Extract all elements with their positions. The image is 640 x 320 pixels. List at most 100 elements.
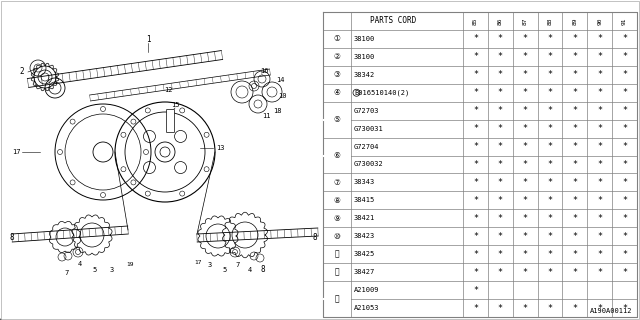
Text: *: * xyxy=(622,232,627,241)
Text: *: * xyxy=(572,88,577,97)
Text: *: * xyxy=(523,106,527,115)
Text: *: * xyxy=(473,178,478,187)
Text: 5: 5 xyxy=(223,267,227,273)
Text: *: * xyxy=(572,70,577,79)
Text: 89: 89 xyxy=(572,17,577,25)
Text: 38423: 38423 xyxy=(354,233,375,239)
Text: 11: 11 xyxy=(262,113,270,119)
Text: 13: 13 xyxy=(216,145,224,151)
Text: ⑦: ⑦ xyxy=(333,178,340,187)
Text: *: * xyxy=(498,214,503,223)
Text: 18: 18 xyxy=(273,108,281,114)
Text: 38100: 38100 xyxy=(354,54,375,60)
Text: *: * xyxy=(523,250,527,259)
Text: 38343: 38343 xyxy=(354,180,375,186)
Text: 38100: 38100 xyxy=(354,36,375,42)
Text: 88: 88 xyxy=(547,17,552,25)
Text: 7: 7 xyxy=(65,270,69,276)
Text: *: * xyxy=(473,52,478,61)
Text: G72703: G72703 xyxy=(354,108,380,114)
Text: *: * xyxy=(547,52,552,61)
Text: *: * xyxy=(473,268,478,277)
Text: *: * xyxy=(622,160,627,169)
Text: *: * xyxy=(597,232,602,241)
Text: *: * xyxy=(473,232,478,241)
Text: 16: 16 xyxy=(260,68,268,74)
Text: 17: 17 xyxy=(12,149,20,155)
Text: *: * xyxy=(622,214,627,223)
Text: B016510140(2): B016510140(2) xyxy=(354,90,409,96)
Text: 15: 15 xyxy=(171,102,179,108)
Text: *: * xyxy=(498,142,503,151)
Text: *: * xyxy=(498,304,503,313)
Text: *: * xyxy=(523,196,527,205)
Text: A21053: A21053 xyxy=(354,305,380,311)
Text: *: * xyxy=(473,214,478,223)
Text: *: * xyxy=(473,88,478,97)
Text: 38427: 38427 xyxy=(354,269,375,275)
Text: 7: 7 xyxy=(236,262,240,268)
Text: *: * xyxy=(473,160,478,169)
Text: *: * xyxy=(597,214,602,223)
Text: *: * xyxy=(597,178,602,187)
Text: *: * xyxy=(473,196,478,205)
Text: *: * xyxy=(572,142,577,151)
Text: *: * xyxy=(572,232,577,241)
Text: *: * xyxy=(523,88,527,97)
Text: 90: 90 xyxy=(597,17,602,25)
Text: *: * xyxy=(547,106,552,115)
Text: ⑤: ⑤ xyxy=(333,115,340,124)
Text: 2: 2 xyxy=(20,68,24,76)
Text: *: * xyxy=(597,88,602,97)
Text: ⑧: ⑧ xyxy=(333,196,340,205)
Text: *: * xyxy=(498,124,503,133)
Text: ②: ② xyxy=(333,52,340,61)
Text: *: * xyxy=(622,124,627,133)
Text: *: * xyxy=(547,160,552,169)
Text: *: * xyxy=(498,160,503,169)
Text: 4: 4 xyxy=(248,267,252,273)
Text: 86: 86 xyxy=(498,17,503,25)
Text: 91: 91 xyxy=(622,17,627,25)
Text: *: * xyxy=(473,304,478,313)
Text: ③: ③ xyxy=(333,70,340,79)
Text: *: * xyxy=(622,70,627,79)
Text: *: * xyxy=(498,268,503,277)
Text: ⑥: ⑥ xyxy=(333,151,340,160)
Text: *: * xyxy=(473,142,478,151)
Text: ⑪: ⑪ xyxy=(335,250,339,259)
Text: *: * xyxy=(622,35,627,44)
Text: *: * xyxy=(498,232,503,241)
Text: 87: 87 xyxy=(523,17,527,25)
Text: *: * xyxy=(547,178,552,187)
Text: 38425: 38425 xyxy=(354,251,375,257)
Text: *: * xyxy=(547,88,552,97)
Text: *: * xyxy=(572,250,577,259)
Text: 3: 3 xyxy=(208,262,212,268)
Text: 17: 17 xyxy=(195,260,202,266)
Text: ⑨: ⑨ xyxy=(333,214,340,223)
Text: *: * xyxy=(523,304,527,313)
Text: *: * xyxy=(547,124,552,133)
Text: 4: 4 xyxy=(78,261,82,267)
Text: *: * xyxy=(473,250,478,259)
Text: *: * xyxy=(498,106,503,115)
Text: *: * xyxy=(597,160,602,169)
Text: *: * xyxy=(523,70,527,79)
Text: 14: 14 xyxy=(276,77,284,83)
Text: 10: 10 xyxy=(278,93,286,99)
Text: *: * xyxy=(523,160,527,169)
Text: *: * xyxy=(523,52,527,61)
Text: *: * xyxy=(498,70,503,79)
Text: *: * xyxy=(597,35,602,44)
Text: *: * xyxy=(572,52,577,61)
Text: *: * xyxy=(622,196,627,205)
Text: *: * xyxy=(473,285,478,295)
Text: *: * xyxy=(597,304,602,313)
Text: ⑬: ⑬ xyxy=(335,294,339,304)
FancyBboxPatch shape xyxy=(166,109,175,132)
Text: *: * xyxy=(547,214,552,223)
Text: *: * xyxy=(622,106,627,115)
Text: *: * xyxy=(622,142,627,151)
Text: *: * xyxy=(597,196,602,205)
